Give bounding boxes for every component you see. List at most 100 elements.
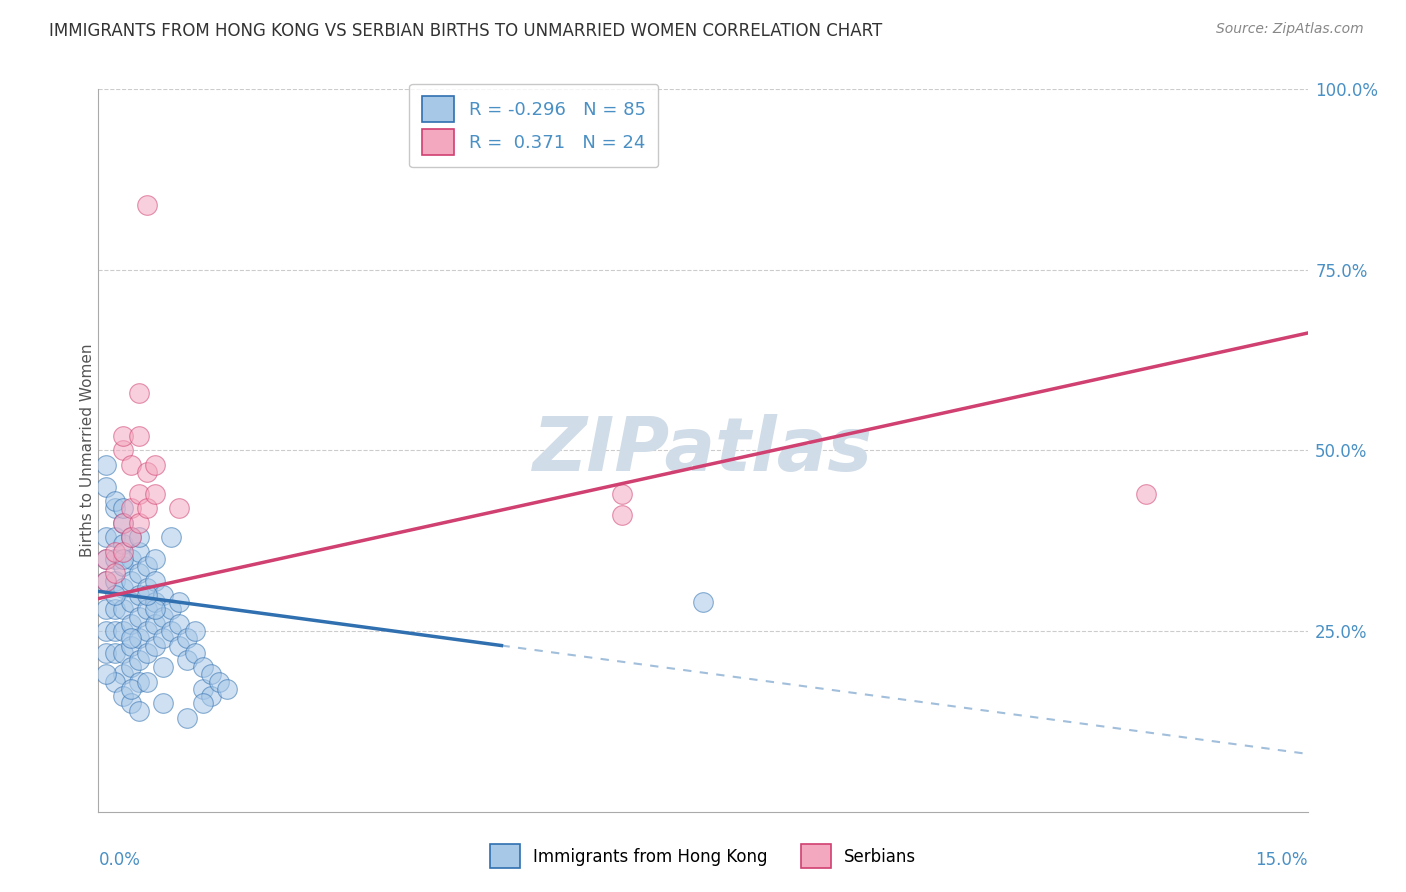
Point: [96, 480, 118, 494]
Point: [111, 646, 134, 660]
Point: [111, 624, 134, 639]
Point: [96, 624, 118, 639]
Point: [167, 595, 190, 609]
Point: [135, 559, 157, 574]
Point: [103, 574, 125, 588]
Point: [152, 696, 174, 710]
Point: [143, 551, 166, 566]
Point: [103, 674, 125, 689]
Point: [128, 653, 150, 667]
Point: [1135, 487, 1157, 501]
Point: [96, 646, 118, 660]
Point: [143, 602, 166, 616]
Point: [193, 696, 215, 710]
Point: [120, 616, 142, 631]
Point: [111, 602, 134, 616]
Point: [143, 458, 166, 472]
Point: [103, 501, 125, 516]
Point: [111, 516, 134, 530]
Point: [128, 544, 150, 558]
Point: [120, 639, 142, 653]
Point: [167, 639, 190, 653]
Point: [96, 530, 118, 544]
Legend: R = -0.296   N = 85, R =  0.371   N = 24: R = -0.296 N = 85, R = 0.371 N = 24: [409, 84, 658, 168]
Point: [143, 616, 166, 631]
Point: [135, 602, 157, 616]
Point: [120, 595, 142, 609]
Point: [111, 537, 134, 551]
Point: [143, 639, 166, 653]
Y-axis label: Births to Unmarried Women: Births to Unmarried Women: [80, 343, 94, 558]
Point: [128, 487, 150, 501]
Point: [96, 667, 118, 681]
Point: [176, 653, 198, 667]
Text: ZIPatlas: ZIPatlas: [533, 414, 873, 487]
Point: [103, 588, 125, 602]
Point: [120, 574, 142, 588]
Point: [120, 458, 142, 472]
Point: [200, 689, 222, 703]
Point: [128, 429, 150, 443]
Text: Source: ZipAtlas.com: Source: ZipAtlas.com: [1216, 22, 1364, 37]
Point: [128, 674, 150, 689]
Point: [135, 465, 157, 479]
Point: [167, 501, 190, 516]
Point: [96, 551, 118, 566]
Point: [120, 660, 142, 674]
Text: IMMIGRANTS FROM HONG KONG VS SERBIAN BIRTHS TO UNMARRIED WOMEN CORRELATION CHART: IMMIGRANTS FROM HONG KONG VS SERBIAN BIR…: [49, 22, 883, 40]
Point: [111, 516, 134, 530]
Point: [96, 551, 118, 566]
Point: [128, 530, 150, 544]
Point: [208, 674, 231, 689]
Point: [143, 595, 166, 609]
Point: [184, 624, 207, 639]
Point: [128, 516, 150, 530]
Point: [135, 581, 157, 595]
Point: [96, 602, 118, 616]
Text: 0.0%: 0.0%: [98, 852, 141, 870]
Point: [111, 544, 134, 558]
Point: [103, 494, 125, 508]
Point: [143, 487, 166, 501]
Legend: Immigrants from Hong Kong, Serbians: Immigrants from Hong Kong, Serbians: [484, 838, 922, 875]
Point: [200, 667, 222, 681]
Point: [96, 458, 118, 472]
Point: [111, 581, 134, 595]
Point: [612, 487, 634, 501]
Point: [128, 632, 150, 646]
Point: [152, 588, 174, 602]
Point: [692, 595, 714, 609]
Point: [160, 602, 183, 616]
Point: [193, 660, 215, 674]
Point: [111, 443, 134, 458]
Point: [184, 646, 207, 660]
Point: [120, 551, 142, 566]
Point: [152, 609, 174, 624]
Point: [103, 530, 125, 544]
Point: [111, 559, 134, 574]
Point: [120, 530, 142, 544]
Point: [111, 551, 134, 566]
Point: [135, 501, 157, 516]
Point: [103, 624, 125, 639]
Point: [128, 566, 150, 581]
Point: [103, 551, 125, 566]
Point: [111, 501, 134, 516]
Point: [160, 530, 183, 544]
Point: [128, 704, 150, 718]
Point: [135, 674, 157, 689]
Point: [103, 646, 125, 660]
Point: [96, 574, 118, 588]
Point: [120, 696, 142, 710]
Point: [96, 574, 118, 588]
Point: [111, 689, 134, 703]
Point: [103, 544, 125, 558]
Point: [135, 198, 157, 212]
Point: [152, 660, 174, 674]
Point: [111, 667, 134, 681]
Point: [160, 624, 183, 639]
Point: [120, 501, 142, 516]
Point: [193, 681, 215, 696]
Point: [167, 616, 190, 631]
Point: [111, 429, 134, 443]
